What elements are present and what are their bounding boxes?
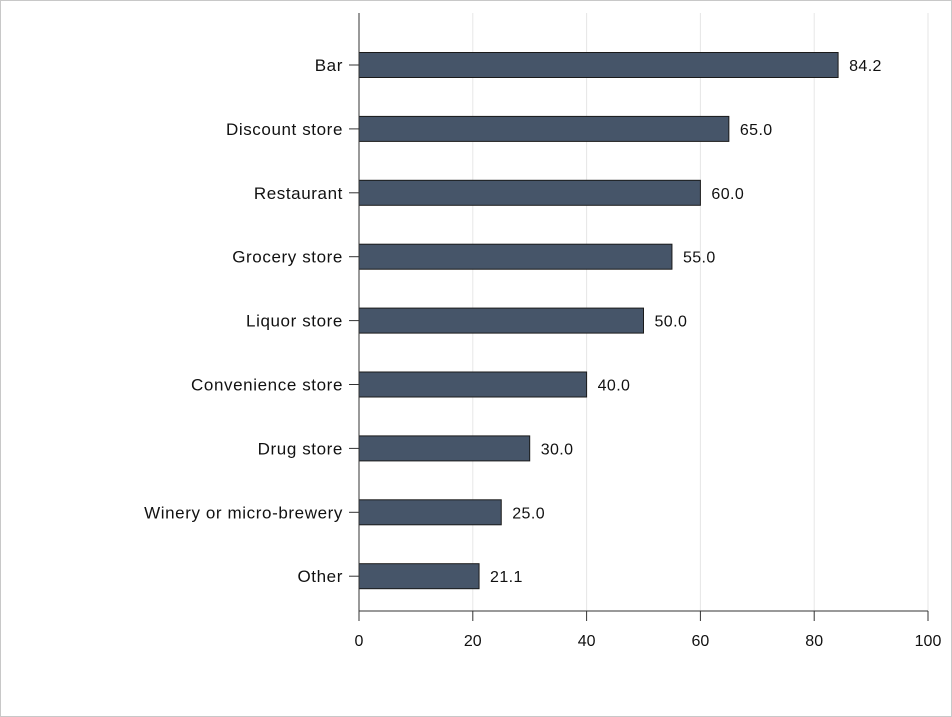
value-label-discount-store: 65.0 [740, 122, 773, 139]
x-tick-label-80: 80 [805, 633, 823, 650]
category-label-convenience-store: Convenience store [191, 376, 343, 395]
x-tick-label-0: 0 [355, 633, 364, 650]
bar-other [358, 563, 480, 590]
value-label-liquor-store: 50.0 [655, 314, 688, 331]
value-label-convenience-store: 40.0 [598, 378, 631, 395]
bar-grocery-store [358, 243, 673, 270]
bar-convenience-store [358, 371, 588, 398]
labels: Bar 84.2 Discount store 65.0 Restaurant 60.0 G… [144, 56, 941, 650]
category-label-drug-store: Drug store [258, 439, 343, 458]
x-tick-label-20: 20 [464, 633, 482, 650]
category-label-other: Other [297, 567, 343, 586]
category-label-grocery-store: Grocery store [232, 248, 343, 267]
x-tick-label-100: 100 [915, 633, 942, 650]
category-label-bar: Bar [315, 56, 343, 75]
value-label-drug-store: 30.0 [541, 441, 574, 458]
x-tick-label-60: 60 [692, 633, 710, 650]
x-tick-label-40: 40 [578, 633, 596, 650]
axes [349, 13, 929, 621]
bar-restaurant [358, 179, 701, 206]
value-label-other: 21.1 [490, 569, 523, 586]
category-label-liquor-store: Liquor store [246, 312, 343, 331]
category-label-winery-or-micro-brewery: Winery or micro-brewery [144, 503, 343, 522]
value-label-bar: 84.2 [849, 58, 882, 75]
value-label-grocery-store: 55.0 [683, 250, 716, 267]
category-label-restaurant: Restaurant [254, 184, 343, 203]
bar-bar [358, 52, 839, 78]
bar-liquor-store [358, 307, 644, 334]
value-label-restaurant: 60.0 [711, 186, 744, 203]
bar-drug-store [358, 435, 531, 462]
bar-discount-store [358, 115, 730, 142]
bar-winery-or-micro-brewery [358, 499, 502, 526]
value-label-winery-or-micro-brewery: 25.0 [512, 505, 545, 522]
category-label-discount-store: Discount store [226, 120, 343, 139]
